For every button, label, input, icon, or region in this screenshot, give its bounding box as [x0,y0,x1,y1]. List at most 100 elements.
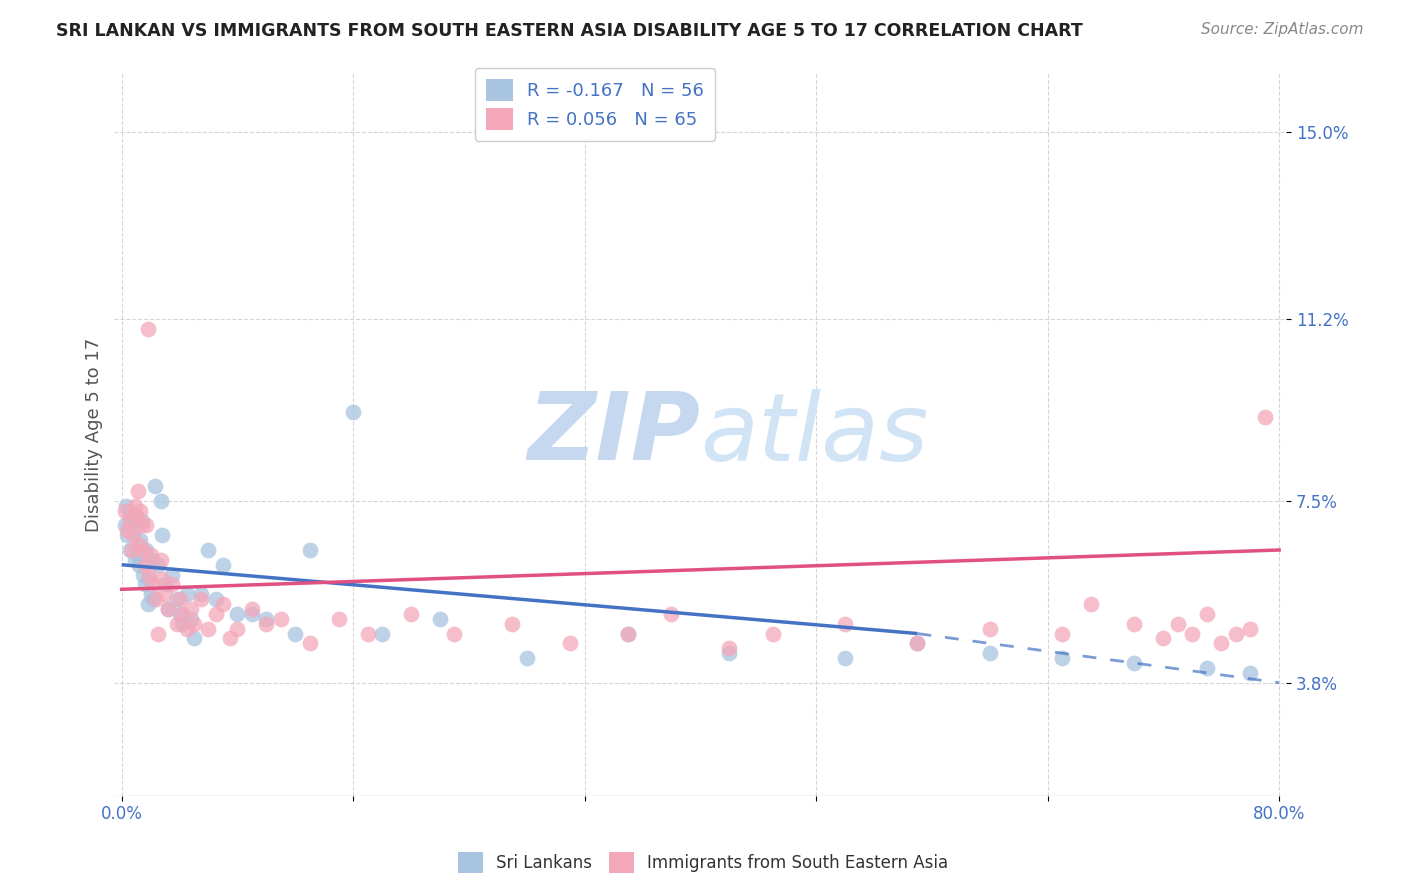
Point [762,626,785,640]
Point [718,641,741,656]
Legend: R = -0.167   N = 56, R = 0.056   N = 65: R = -0.167 N = 56, R = 0.056 N = 65 [475,68,714,141]
Point [121,514,143,528]
Point [134,558,156,572]
Point [560,636,582,650]
Point [429,612,451,626]
Point [138,573,160,587]
Point [254,612,277,626]
Point [979,622,1001,636]
Point [138,567,160,582]
Point [979,646,1001,660]
Point [661,607,683,621]
Point [128,538,150,552]
Point [129,504,152,518]
Point [120,514,142,528]
Point [117,524,139,538]
Point [156,602,179,616]
Point [501,616,523,631]
Point [834,616,856,631]
Text: Source: ZipAtlas.com: Source: ZipAtlas.com [1201,22,1364,37]
Point [131,518,153,533]
Point [139,587,162,601]
Text: atlas: atlas [700,389,928,480]
Point [204,592,226,607]
Point [136,322,159,336]
Point [834,651,856,665]
Point [270,612,292,626]
Point [176,622,198,636]
Point [226,607,249,621]
Point [146,626,169,640]
Point [169,607,191,621]
Point [1050,626,1073,640]
Point [1050,651,1073,665]
Point [127,483,149,498]
Point [1123,656,1146,670]
Point [197,622,219,636]
Point [190,592,212,607]
Point [1123,616,1146,631]
Legend: Sri Lankans, Immigrants from South Eastern Asia: Sri Lankans, Immigrants from South Easte… [451,846,955,880]
Point [143,479,166,493]
Point [443,626,465,640]
Point [146,558,169,572]
Point [142,577,165,591]
Point [166,616,188,631]
Point [180,602,202,616]
Point [150,573,173,587]
Point [172,607,194,621]
Point [122,528,145,542]
Point [153,577,176,591]
Point [718,646,741,660]
Point [905,636,928,650]
Point [125,508,148,523]
Point [134,577,156,591]
Point [149,553,172,567]
Point [298,543,321,558]
Text: ZIP: ZIP [527,389,700,481]
Point [135,518,157,533]
Y-axis label: Disability Age 5 to 17: Disability Age 5 to 17 [86,337,103,532]
Point [1195,661,1218,675]
Point [176,587,198,601]
Point [142,592,165,607]
Point [1211,636,1233,650]
Point [172,616,194,631]
Point [617,626,640,640]
Point [132,567,155,582]
Point [1195,607,1218,621]
Point [135,543,157,558]
Point [617,626,640,640]
Point [212,558,235,572]
Point [1167,616,1189,631]
Point [371,626,394,640]
Point [342,405,364,419]
Text: SRI LANKAN VS IMMIGRANTS FROM SOUTH EASTERN ASIA DISABILITY AGE 5 TO 17 CORRELAT: SRI LANKAN VS IMMIGRANTS FROM SOUTH EAST… [56,22,1083,40]
Point [226,622,249,636]
Point [219,632,242,646]
Point [516,651,538,665]
Point [125,508,148,523]
Point [240,607,263,621]
Point [298,636,321,650]
Point [132,543,155,558]
Point [284,626,307,640]
Point [905,636,928,650]
Point [190,587,212,601]
Point [240,602,263,616]
Point [166,592,188,607]
Point [328,612,350,626]
Point [117,528,139,542]
Point [120,543,142,558]
Point [149,493,172,508]
Point [124,499,146,513]
Point [1225,626,1247,640]
Point [121,543,143,558]
Point [162,577,184,591]
Point [1239,665,1261,680]
Point [128,558,150,572]
Point [204,607,226,621]
Point [136,597,159,611]
Point [197,543,219,558]
Point [124,553,146,567]
